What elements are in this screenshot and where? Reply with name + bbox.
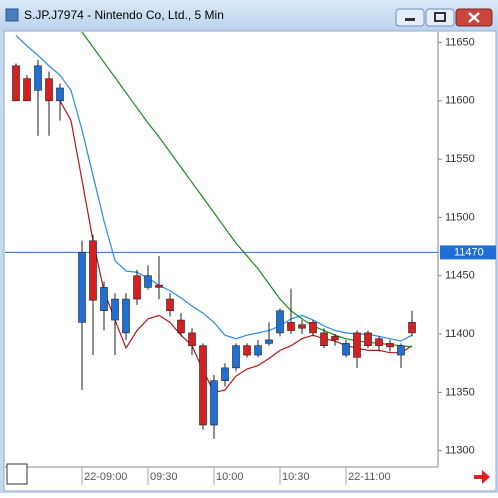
- y-tick-label: 11550: [445, 153, 475, 165]
- last-price-label: 11470: [454, 246, 484, 258]
- window-title: S.JP.J7974 - Nintendo Co, Ltd., 5 Min: [24, 8, 224, 22]
- candle-body: [397, 345, 405, 356]
- x-tick-label: 09:30: [150, 471, 178, 483]
- maximize-button[interactable]: [425, 8, 455, 27]
- y-tick-label: 11400: [445, 328, 475, 340]
- candle-body: [111, 298, 119, 321]
- candle-body: [342, 343, 350, 356]
- candle-body: [166, 298, 174, 312]
- candle-body: [276, 310, 284, 334]
- candle-body: [89, 240, 97, 301]
- candle-body: [331, 336, 339, 341]
- candle-body: [320, 332, 328, 347]
- candle-body: [133, 275, 141, 300]
- y-tick-label: 11350: [445, 386, 475, 398]
- candle-body: [232, 345, 240, 369]
- candle-body: [375, 338, 383, 347]
- candle-body: [408, 322, 416, 334]
- close-icon: [468, 12, 480, 23]
- corner-box[interactable]: [6, 463, 28, 485]
- x-tick-label: 10:00: [216, 471, 244, 483]
- candle-body: [56, 87, 64, 102]
- candle-body: [155, 284, 163, 288]
- candle-body: [265, 339, 273, 344]
- candle-body: [122, 298, 130, 334]
- y-tick-label: 11450: [445, 270, 475, 282]
- candle-body: [298, 324, 306, 329]
- candle-body: [12, 65, 20, 102]
- moving-average-line: [15, 35, 413, 342]
- x-tick-label: 10:30: [282, 471, 310, 483]
- candle-body: [210, 380, 218, 426]
- candle-body: [199, 345, 207, 426]
- candle-body: [45, 78, 53, 102]
- candle-body: [309, 322, 317, 334]
- candle-body: [254, 345, 262, 356]
- last-price-box: [440, 245, 496, 260]
- y-tick-label: 11600: [445, 95, 475, 107]
- app-icon: [5, 8, 19, 22]
- y-tick-label: 11650: [445, 36, 475, 48]
- maximize-icon: [434, 12, 446, 22]
- candle-body: [78, 252, 86, 323]
- candle-body: [177, 319, 185, 334]
- y-tick-label: 11300: [445, 445, 475, 457]
- x-tick-label: 22-09:00: [84, 471, 127, 483]
- chart-area: [3, 30, 497, 492]
- candle-body: [23, 78, 31, 102]
- y-tick-label: 11500: [445, 211, 475, 223]
- candle-body: [100, 287, 108, 312]
- candle-body: [188, 332, 196, 347]
- candle-body: [243, 345, 251, 356]
- scroll-arrow[interactable]: [474, 470, 490, 484]
- minimize-button[interactable]: [395, 8, 425, 27]
- candle-body: [386, 343, 394, 348]
- x-tick-label: 22-11:00: [348, 471, 391, 483]
- minimize-icon: [405, 18, 415, 21]
- candle-body: [287, 322, 295, 331]
- candle-body: [34, 65, 42, 91]
- candle-body: [364, 332, 372, 347]
- candle-body: [353, 332, 361, 358]
- candle-body: [221, 367, 229, 381]
- candle-body: [144, 275, 152, 288]
